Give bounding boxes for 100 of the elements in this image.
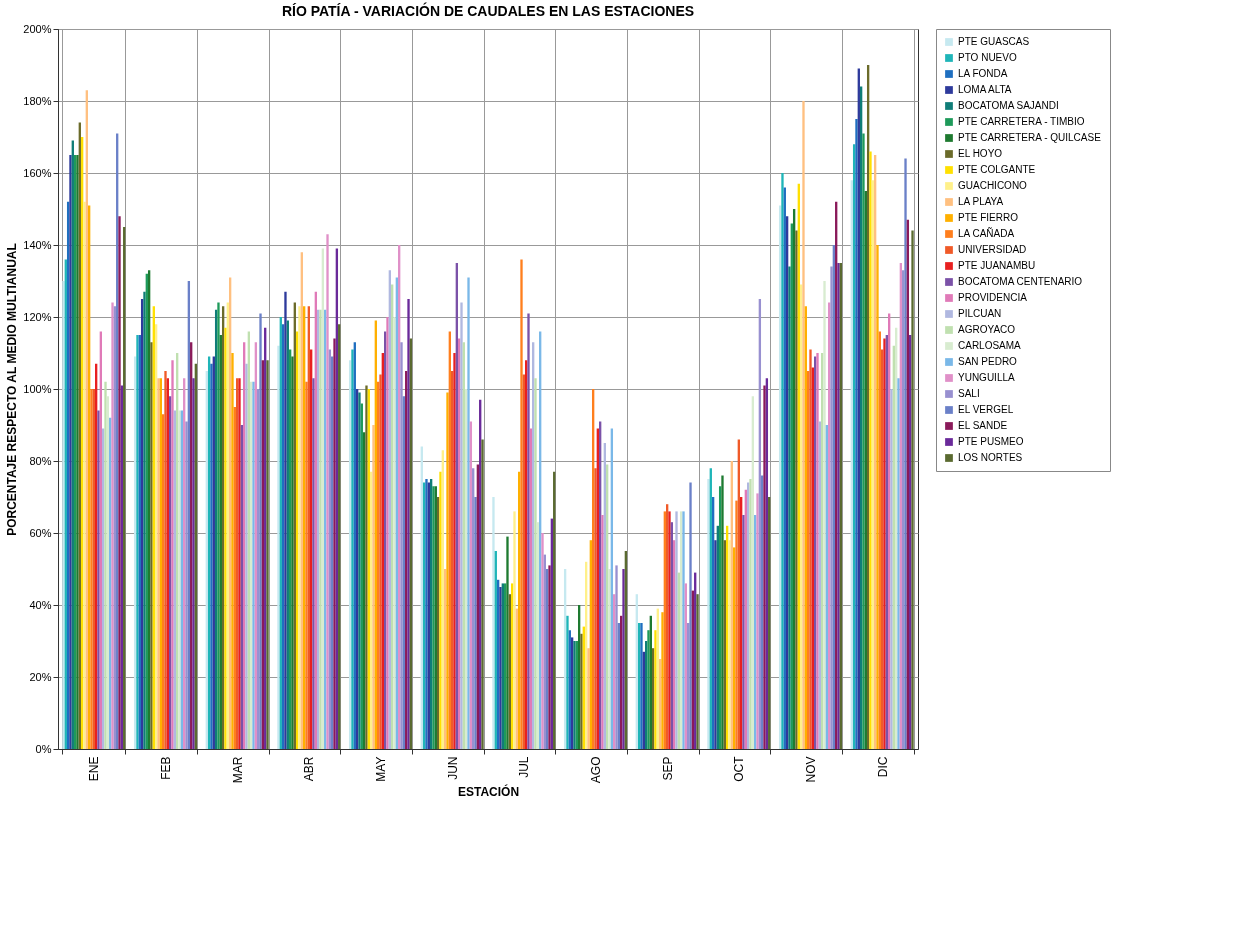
legend-label: AGROYACO xyxy=(958,324,1016,335)
bar xyxy=(474,497,477,749)
bar xyxy=(210,363,213,749)
bar xyxy=(379,374,382,749)
bar xyxy=(601,515,604,749)
bar xyxy=(763,385,766,749)
legend-label: SALI xyxy=(958,388,980,399)
legend-label: PILCUAN xyxy=(958,308,1002,319)
bar xyxy=(259,313,262,749)
legend-label: SAN PEDRO xyxy=(958,356,1018,367)
bar xyxy=(499,587,502,749)
bar xyxy=(224,327,227,749)
bar xyxy=(904,158,907,749)
bar xyxy=(333,338,336,749)
bar xyxy=(541,533,544,749)
bar xyxy=(890,389,893,749)
x-tick-label: SEP xyxy=(660,756,675,781)
bar xyxy=(326,234,329,749)
bar xyxy=(407,299,410,749)
bar xyxy=(164,371,167,749)
bar xyxy=(756,493,759,749)
bar xyxy=(689,482,692,749)
bar xyxy=(192,378,195,749)
bar xyxy=(608,569,611,749)
legend-label: PTE CARRETERA - TIMBIO xyxy=(958,116,1085,127)
bar xyxy=(446,392,449,749)
legend-label: EL SANDE xyxy=(958,420,1008,431)
bar xyxy=(615,565,618,749)
bar xyxy=(492,497,495,749)
bar xyxy=(527,313,530,749)
legend-label: UNIVERSIDAD xyxy=(958,244,1027,255)
x-tick-label: JUL xyxy=(517,756,532,778)
legend-label: BOCATOMA SAJANDI xyxy=(958,100,1059,111)
bar xyxy=(647,630,650,749)
legend-label: EL HOYO xyxy=(958,148,1003,159)
bar xyxy=(735,500,738,749)
bar xyxy=(714,540,717,749)
bar xyxy=(143,291,146,749)
bar xyxy=(351,349,354,749)
bar xyxy=(721,475,724,749)
bar xyxy=(802,101,805,749)
bar xyxy=(830,266,833,749)
bar xyxy=(171,360,174,749)
bar xyxy=(97,410,100,749)
legend-label: LOS NORTES xyxy=(958,452,1023,463)
x-tick-label: NOV xyxy=(804,756,818,783)
bar xyxy=(266,360,269,749)
bar xyxy=(513,511,516,749)
legend-label: PROVIDENCIA xyxy=(958,292,1028,303)
bar xyxy=(742,515,745,749)
y-tick-label: 80% xyxy=(29,454,52,467)
legend-label: PTE PUSMEO xyxy=(958,436,1024,447)
bar xyxy=(566,615,569,749)
bar xyxy=(654,630,657,749)
bar xyxy=(534,378,537,749)
bar xyxy=(62,281,65,749)
y-tick-label: 160% xyxy=(23,166,52,179)
bar xyxy=(481,439,484,749)
bar xyxy=(580,633,583,749)
x-tick-label: MAR xyxy=(230,756,245,784)
bar xyxy=(386,317,389,749)
bar xyxy=(506,536,509,749)
bar xyxy=(231,353,234,749)
y-tick-label: 0% xyxy=(35,742,52,755)
chart-title: RÍO PATÍA - VARIACIÓN DE CAUDALES EN LAS ESTACIONES xyxy=(281,2,695,19)
bar xyxy=(707,479,710,749)
bar xyxy=(467,277,470,749)
bar xyxy=(862,133,865,749)
legend-label: BOCATOMA CENTENARIO xyxy=(958,276,1083,287)
y-tick-label: 40% xyxy=(29,598,52,611)
bar xyxy=(400,342,403,749)
bar xyxy=(460,302,463,749)
y-tick-label: 100% xyxy=(23,382,52,395)
legend-label: LA CAÑADA xyxy=(958,227,1015,239)
bar xyxy=(809,349,812,749)
bar xyxy=(781,173,784,749)
bar xyxy=(876,245,879,749)
bar xyxy=(869,151,872,749)
bar xyxy=(111,302,114,749)
y-tick-label: 200% xyxy=(23,22,52,35)
x-tick-label: AGO xyxy=(589,756,603,784)
bar xyxy=(855,119,858,749)
legend-label: LOMA ALTA xyxy=(958,84,1012,95)
y-tick-label: 120% xyxy=(23,310,52,323)
bar xyxy=(622,569,625,749)
bar xyxy=(312,378,315,749)
bar xyxy=(897,378,900,749)
bar xyxy=(298,306,301,749)
x-tick-label: JUN xyxy=(445,756,460,780)
legend-label: LA FONDA xyxy=(958,68,1008,79)
bar xyxy=(587,648,590,749)
x-tick-label: FEB xyxy=(159,756,173,780)
bar xyxy=(372,425,375,749)
x-tick-label: ABR xyxy=(302,756,317,782)
bar xyxy=(696,594,699,749)
bar xyxy=(788,266,791,749)
x-tick-label: ENE xyxy=(87,756,102,782)
x-tick-label: MAY xyxy=(374,756,388,782)
bar xyxy=(291,356,294,749)
legend-label: PTE GUASCAS xyxy=(958,36,1030,47)
